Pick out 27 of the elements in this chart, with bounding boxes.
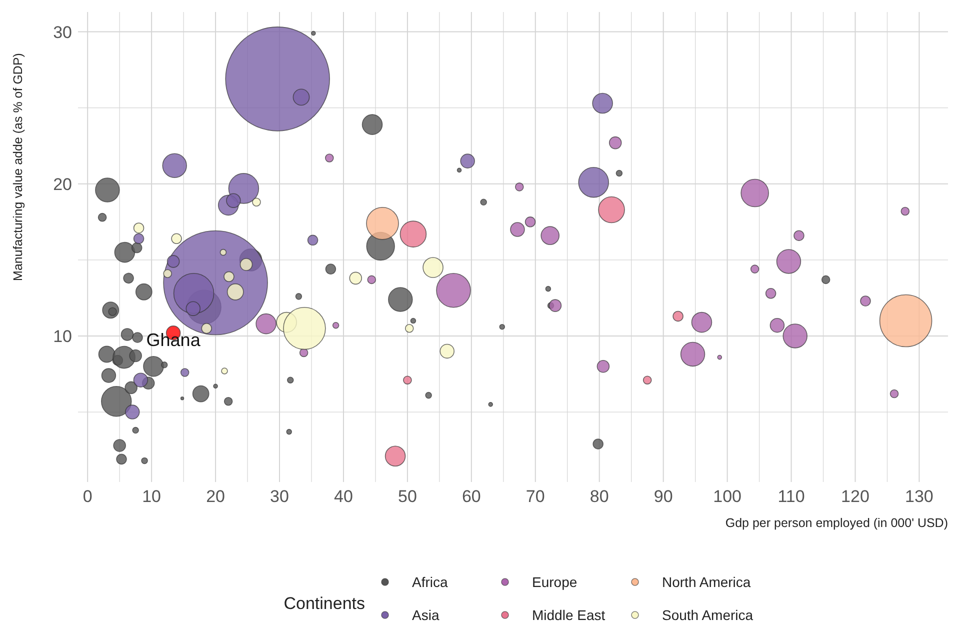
y-tick-label: 10: [53, 326, 72, 346]
x-tick-label: 10: [142, 487, 162, 506]
x-tick-label: 90: [654, 487, 673, 506]
legend-label: Africa: [412, 574, 448, 590]
legend-label: Middle East: [532, 607, 606, 623]
legend-label: North America: [662, 574, 751, 590]
legend-label: Asia: [412, 607, 440, 623]
x-tick-label: 40: [334, 487, 353, 506]
legend-label: South America: [662, 607, 754, 623]
x-axis-title: Gdp per person employed (in 000' USD): [725, 516, 948, 530]
x-tick-label: 120: [841, 487, 870, 506]
annotation: Ghana: [146, 330, 202, 350]
y-axis-title: Manufacturing value adde (as % of GDP): [11, 53, 25, 281]
x-tick-label: 60: [462, 487, 481, 506]
x-tick-label: 0: [82, 487, 92, 506]
y-tick-label: 20: [53, 174, 72, 194]
x-tick-label: 110: [778, 487, 805, 506]
x-tick-label: 70: [526, 487, 545, 506]
x-tick-label: 50: [398, 487, 417, 506]
x-tick-label: 20: [206, 487, 225, 506]
x-tick-label: 130: [905, 487, 934, 506]
legend-label: Europe: [532, 574, 578, 590]
y-tick-label: 30: [53, 22, 72, 42]
x-tick-label: 100: [713, 487, 742, 506]
x-tick-label: 80: [590, 487, 609, 506]
legend-title: Continents: [284, 594, 365, 613]
x-tick-label: 30: [270, 487, 289, 506]
